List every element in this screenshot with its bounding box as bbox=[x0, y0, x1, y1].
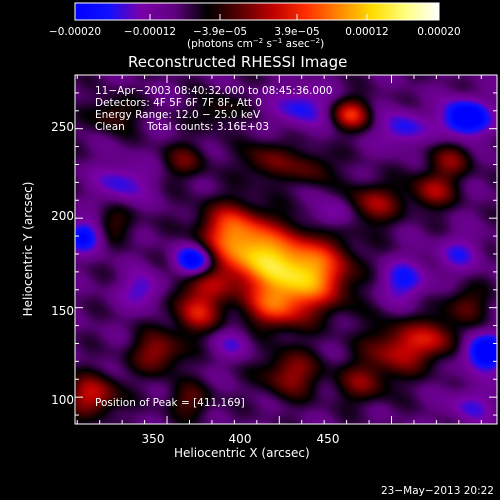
x-tick-label: 400 bbox=[228, 432, 252, 446]
x-tick-label: 350 bbox=[141, 432, 165, 446]
colorbar-unit-label: (photons cm−2 s−1 asec−2) bbox=[187, 37, 325, 50]
colorbar bbox=[74, 2, 440, 21]
total-counts-annotation: Total counts: 3.16E+03 bbox=[147, 121, 270, 133]
heatmap-container bbox=[75, 75, 497, 424]
method-annotation: Clean bbox=[95, 121, 125, 133]
time-range-annotation: 11−Apr−2003 08:40:32.000 to 08:45:36.000 bbox=[95, 85, 333, 97]
peak-annotation: Position of Peak = [411,169] bbox=[95, 397, 245, 409]
y-tick-label: 100 bbox=[51, 393, 74, 407]
colorbar-tick-label: −0.00020 bbox=[48, 26, 102, 38]
x-axis-label: Heliocentric X (arcsec) bbox=[174, 446, 310, 460]
plot-frame bbox=[74, 74, 498, 425]
colorbar-tick-label: 0.00020 bbox=[417, 26, 461, 38]
y-axis-label: Heliocentric Y (arcsec) bbox=[21, 181, 35, 317]
y-tick-label: 200 bbox=[51, 209, 74, 223]
heatmap-image bbox=[75, 75, 497, 424]
axis-ticks bbox=[75, 74, 497, 424]
colorbar-ticks bbox=[74, 14, 440, 20]
energy-annotation: Energy Range: 12.0 − 25.0 keV bbox=[95, 109, 261, 121]
colorbar-tick-label: 0.00012 bbox=[345, 26, 389, 38]
y-tick-label: 150 bbox=[51, 304, 74, 318]
footer-timestamp: 23−May−2013 20:22 bbox=[381, 485, 494, 497]
colorbar-tick-label: −3.9e−05 bbox=[192, 26, 248, 38]
colorbar-tick-label: −0.00012 bbox=[123, 26, 177, 38]
chart-title: Reconstructed RHESSI Image bbox=[128, 53, 348, 71]
colorbar-tick-label: 3.9e−05 bbox=[274, 26, 320, 38]
y-tick-label: 250 bbox=[51, 120, 74, 134]
x-tick-label: 450 bbox=[316, 432, 340, 446]
detectors-annotation: Detectors: 4F 5F 6F 7F 8F, Att 0 bbox=[95, 97, 262, 109]
